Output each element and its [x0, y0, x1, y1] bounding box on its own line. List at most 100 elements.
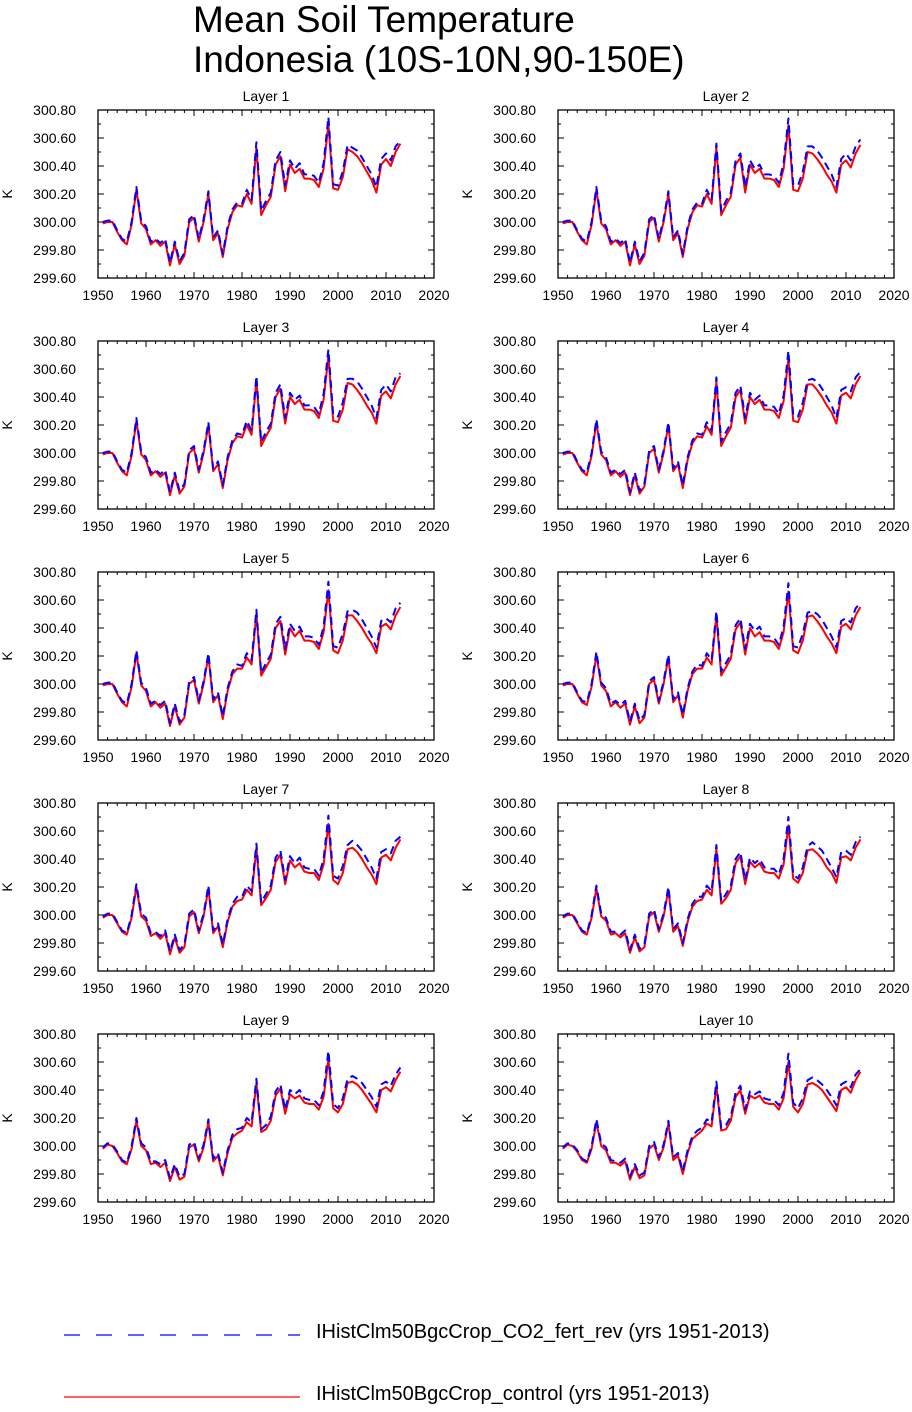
- series-line-control: [562, 824, 862, 954]
- x-tick-label: 1960: [590, 980, 621, 996]
- y-tick-label: 300.80: [33, 564, 76, 580]
- y-tick-label: 299.80: [493, 1166, 536, 1182]
- y-axis-label: K: [0, 651, 15, 661]
- y-tick-label: 300.20: [33, 879, 76, 895]
- x-tick-label: 1950: [82, 980, 113, 996]
- panel-title: Layer 10: [699, 1012, 754, 1028]
- y-tick-label: 299.60: [493, 1194, 536, 1210]
- y-tick-label: 300.20: [33, 417, 76, 433]
- y-tick-label: 299.60: [33, 963, 76, 979]
- panel-1: Layer 1 K 299.60 299.80 300.00 300.20 300.40 30…: [0, 88, 450, 303]
- panel-10: Layer 10 K 299.60 299.80 300.00 300.20 300.40 3…: [459, 1012, 910, 1227]
- x-tick-label: 1960: [130, 980, 161, 996]
- x-tick-label: 1960: [590, 287, 621, 303]
- panel-6: Layer 6 K 299.60 299.80 300.00 300.20 300.40 30…: [459, 550, 910, 765]
- y-tick-label: 300.20: [493, 417, 536, 433]
- y-tick-label: 300.60: [33, 361, 76, 377]
- y-axis-label: K: [0, 189, 15, 199]
- y-axis-label: K: [459, 651, 475, 661]
- y-tick-label: 300.00: [33, 214, 76, 230]
- y-tick-label: 300.80: [33, 333, 76, 349]
- y-tick-label: 300.40: [33, 851, 76, 867]
- y-axis-label: K: [0, 420, 15, 430]
- y-tick-label: 299.60: [33, 501, 76, 517]
- x-tick-label: 1950: [82, 287, 113, 303]
- x-tick-label: 1990: [274, 518, 305, 534]
- plot-frame: [97, 109, 435, 279]
- plot-frame: [97, 1033, 435, 1203]
- x-tick-label: 2010: [370, 1211, 401, 1227]
- y-tick-label: 300.60: [493, 130, 536, 146]
- y-tick-label: 299.80: [33, 935, 76, 951]
- x-tick-label: 1990: [274, 749, 305, 765]
- y-tick-label: 300.80: [493, 795, 536, 811]
- x-tick-label: 1980: [226, 287, 257, 303]
- x-tick-label: 1970: [638, 518, 669, 534]
- y-tick-label: 299.60: [33, 1194, 76, 1210]
- y-tick-label: 300.40: [33, 158, 76, 174]
- x-tick-label: 1950: [82, 518, 113, 534]
- y-tick-label: 300.00: [493, 676, 536, 692]
- x-tick-label: 1950: [542, 518, 573, 534]
- legend-entry-rev: IHistClm50BgcCrop_CO2_fert_rev (yrs 1951…: [64, 1320, 904, 1350]
- series-line-rev: [102, 1049, 402, 1180]
- y-tick-label: 300.40: [493, 620, 536, 636]
- y-tick-label: 300.60: [493, 361, 536, 377]
- x-tick-label: 2010: [370, 518, 401, 534]
- x-tick-label: 1970: [178, 980, 209, 996]
- x-tick-label: 1970: [638, 749, 669, 765]
- plot-frame: [97, 802, 435, 972]
- x-tick-label: 1980: [686, 980, 717, 996]
- x-tick-label: 1980: [686, 518, 717, 534]
- x-tick-label: 1960: [590, 749, 621, 765]
- plot-frame: [97, 571, 435, 741]
- panel-7: Layer 7 K 299.60 299.80 300.00 300.20 300.40 30…: [0, 781, 450, 996]
- y-tick-label: 299.80: [33, 1166, 76, 1182]
- y-tick-label: 300.60: [33, 823, 76, 839]
- y-tick-label: 300.00: [493, 1138, 536, 1154]
- panel-9: Layer 9 K 299.60 299.80 300.00 300.20 300.40 30…: [0, 1012, 450, 1227]
- y-tick-label: 300.60: [33, 1054, 76, 1070]
- panel-title: Layer 2: [703, 88, 750, 104]
- chart-panels: Layer 1 K 299.60 299.80 300.00 300.20 300.40 30…: [0, 88, 910, 1227]
- y-tick-label: 300.80: [493, 1026, 536, 1042]
- x-tick-label: 2020: [878, 749, 909, 765]
- y-tick-label: 299.80: [33, 704, 76, 720]
- x-tick-label: 1970: [638, 980, 669, 996]
- y-tick-label: 299.80: [493, 473, 536, 489]
- y-tick-label: 300.20: [493, 186, 536, 202]
- x-tick-label: 2000: [782, 749, 813, 765]
- x-tick-label: 2010: [830, 518, 861, 534]
- panel-4: Layer 4 K 299.60 299.80 300.00 300.20 300.40 30…: [459, 319, 910, 534]
- chart-title-line2: Indonesia (10S-10N,90-150E): [193, 39, 685, 80]
- series-line-rev: [562, 816, 862, 951]
- y-tick-label: 300.60: [33, 592, 76, 608]
- y-axis-label: K: [459, 420, 475, 430]
- x-tick-label: 2000: [322, 1211, 353, 1227]
- x-tick-label: 1950: [542, 749, 573, 765]
- y-tick-label: 300.00: [493, 907, 536, 923]
- series-line-control: [102, 1058, 402, 1182]
- x-tick-label: 1950: [542, 1211, 573, 1227]
- y-tick-label: 299.60: [33, 270, 76, 286]
- x-tick-label: 2010: [830, 980, 861, 996]
- y-tick-label: 300.80: [493, 564, 536, 580]
- legend-swatch-rev: [64, 1334, 300, 1336]
- x-tick-label: 1970: [178, 287, 209, 303]
- plot-frame: [97, 340, 435, 510]
- x-tick-label: 1970: [178, 749, 209, 765]
- x-tick-label: 1980: [686, 1211, 717, 1227]
- y-tick-label: 299.60: [493, 270, 536, 286]
- y-tick-label: 300.00: [33, 907, 76, 923]
- panel-title: Layer 3: [243, 319, 290, 335]
- x-tick-label: 1950: [82, 1211, 113, 1227]
- panel-title: Layer 9: [243, 1012, 290, 1028]
- panel-title: Layer 7: [243, 781, 290, 797]
- x-tick-label: 2010: [370, 980, 401, 996]
- x-tick-label: 1950: [542, 287, 573, 303]
- y-tick-label: 299.80: [493, 704, 536, 720]
- x-tick-label: 1990: [274, 287, 305, 303]
- x-tick-label: 2010: [830, 287, 861, 303]
- y-tick-label: 299.60: [493, 501, 536, 517]
- x-tick-label: 1960: [130, 749, 161, 765]
